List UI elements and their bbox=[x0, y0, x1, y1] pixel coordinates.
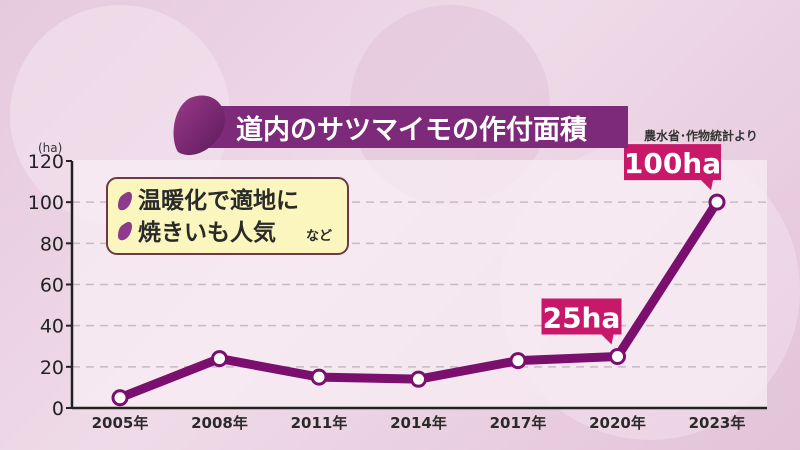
y-tick-label: 20 bbox=[40, 357, 64, 379]
x-tick-label: 2023年 bbox=[689, 414, 746, 432]
data-point bbox=[609, 348, 626, 366]
y-tick-label: 80 bbox=[40, 233, 64, 255]
source-note: 農水省･作物統計より bbox=[644, 128, 758, 143]
sweet-potato-bullet-icon bbox=[118, 221, 132, 241]
note-box: 温暖化で適地に 焼きいも人気 など bbox=[106, 177, 349, 255]
x-tick-label: 2020年 bbox=[589, 414, 646, 432]
callout-bubble bbox=[541, 298, 622, 345]
x-tick-label: 2017年 bbox=[490, 414, 547, 432]
callout-bubble bbox=[624, 144, 721, 191]
chart-title: 道内のサツマイモの作付面積 bbox=[236, 114, 587, 146]
data-point bbox=[111, 389, 129, 407]
title-banner: 道内のサツマイモの作付面積 bbox=[173, 95, 628, 156]
callout-label: 100ha bbox=[624, 147, 721, 180]
y-tick-label: 120 bbox=[28, 151, 64, 173]
y-tick-label: 40 bbox=[40, 316, 64, 338]
data-point bbox=[410, 370, 427, 388]
x-tick-label: 2014年 bbox=[390, 414, 447, 432]
note-suffix: など bbox=[306, 229, 332, 244]
data-point bbox=[509, 352, 527, 370]
sweet-potato-icon bbox=[173, 95, 225, 156]
data-point bbox=[211, 350, 228, 368]
y-tick-label: 0 bbox=[52, 398, 64, 420]
x-tick-label: 2008年 bbox=[191, 414, 248, 432]
data-point bbox=[310, 368, 328, 386]
y-tick-label: 60 bbox=[40, 275, 64, 297]
callout-label: 25ha bbox=[543, 302, 621, 335]
sweet-potato-bullet-icon bbox=[118, 191, 132, 211]
x-tick-label: 2005年 bbox=[92, 414, 149, 432]
x-tick-label: 2011年 bbox=[291, 414, 348, 432]
data-point bbox=[708, 193, 726, 211]
y-tick-label: 100 bbox=[28, 192, 64, 214]
note-line-1: 温暖化で適地に bbox=[138, 187, 299, 214]
note-line-2: 焼きいも人気 bbox=[138, 219, 276, 246]
y-axis-unit: (ha) bbox=[38, 141, 62, 155]
